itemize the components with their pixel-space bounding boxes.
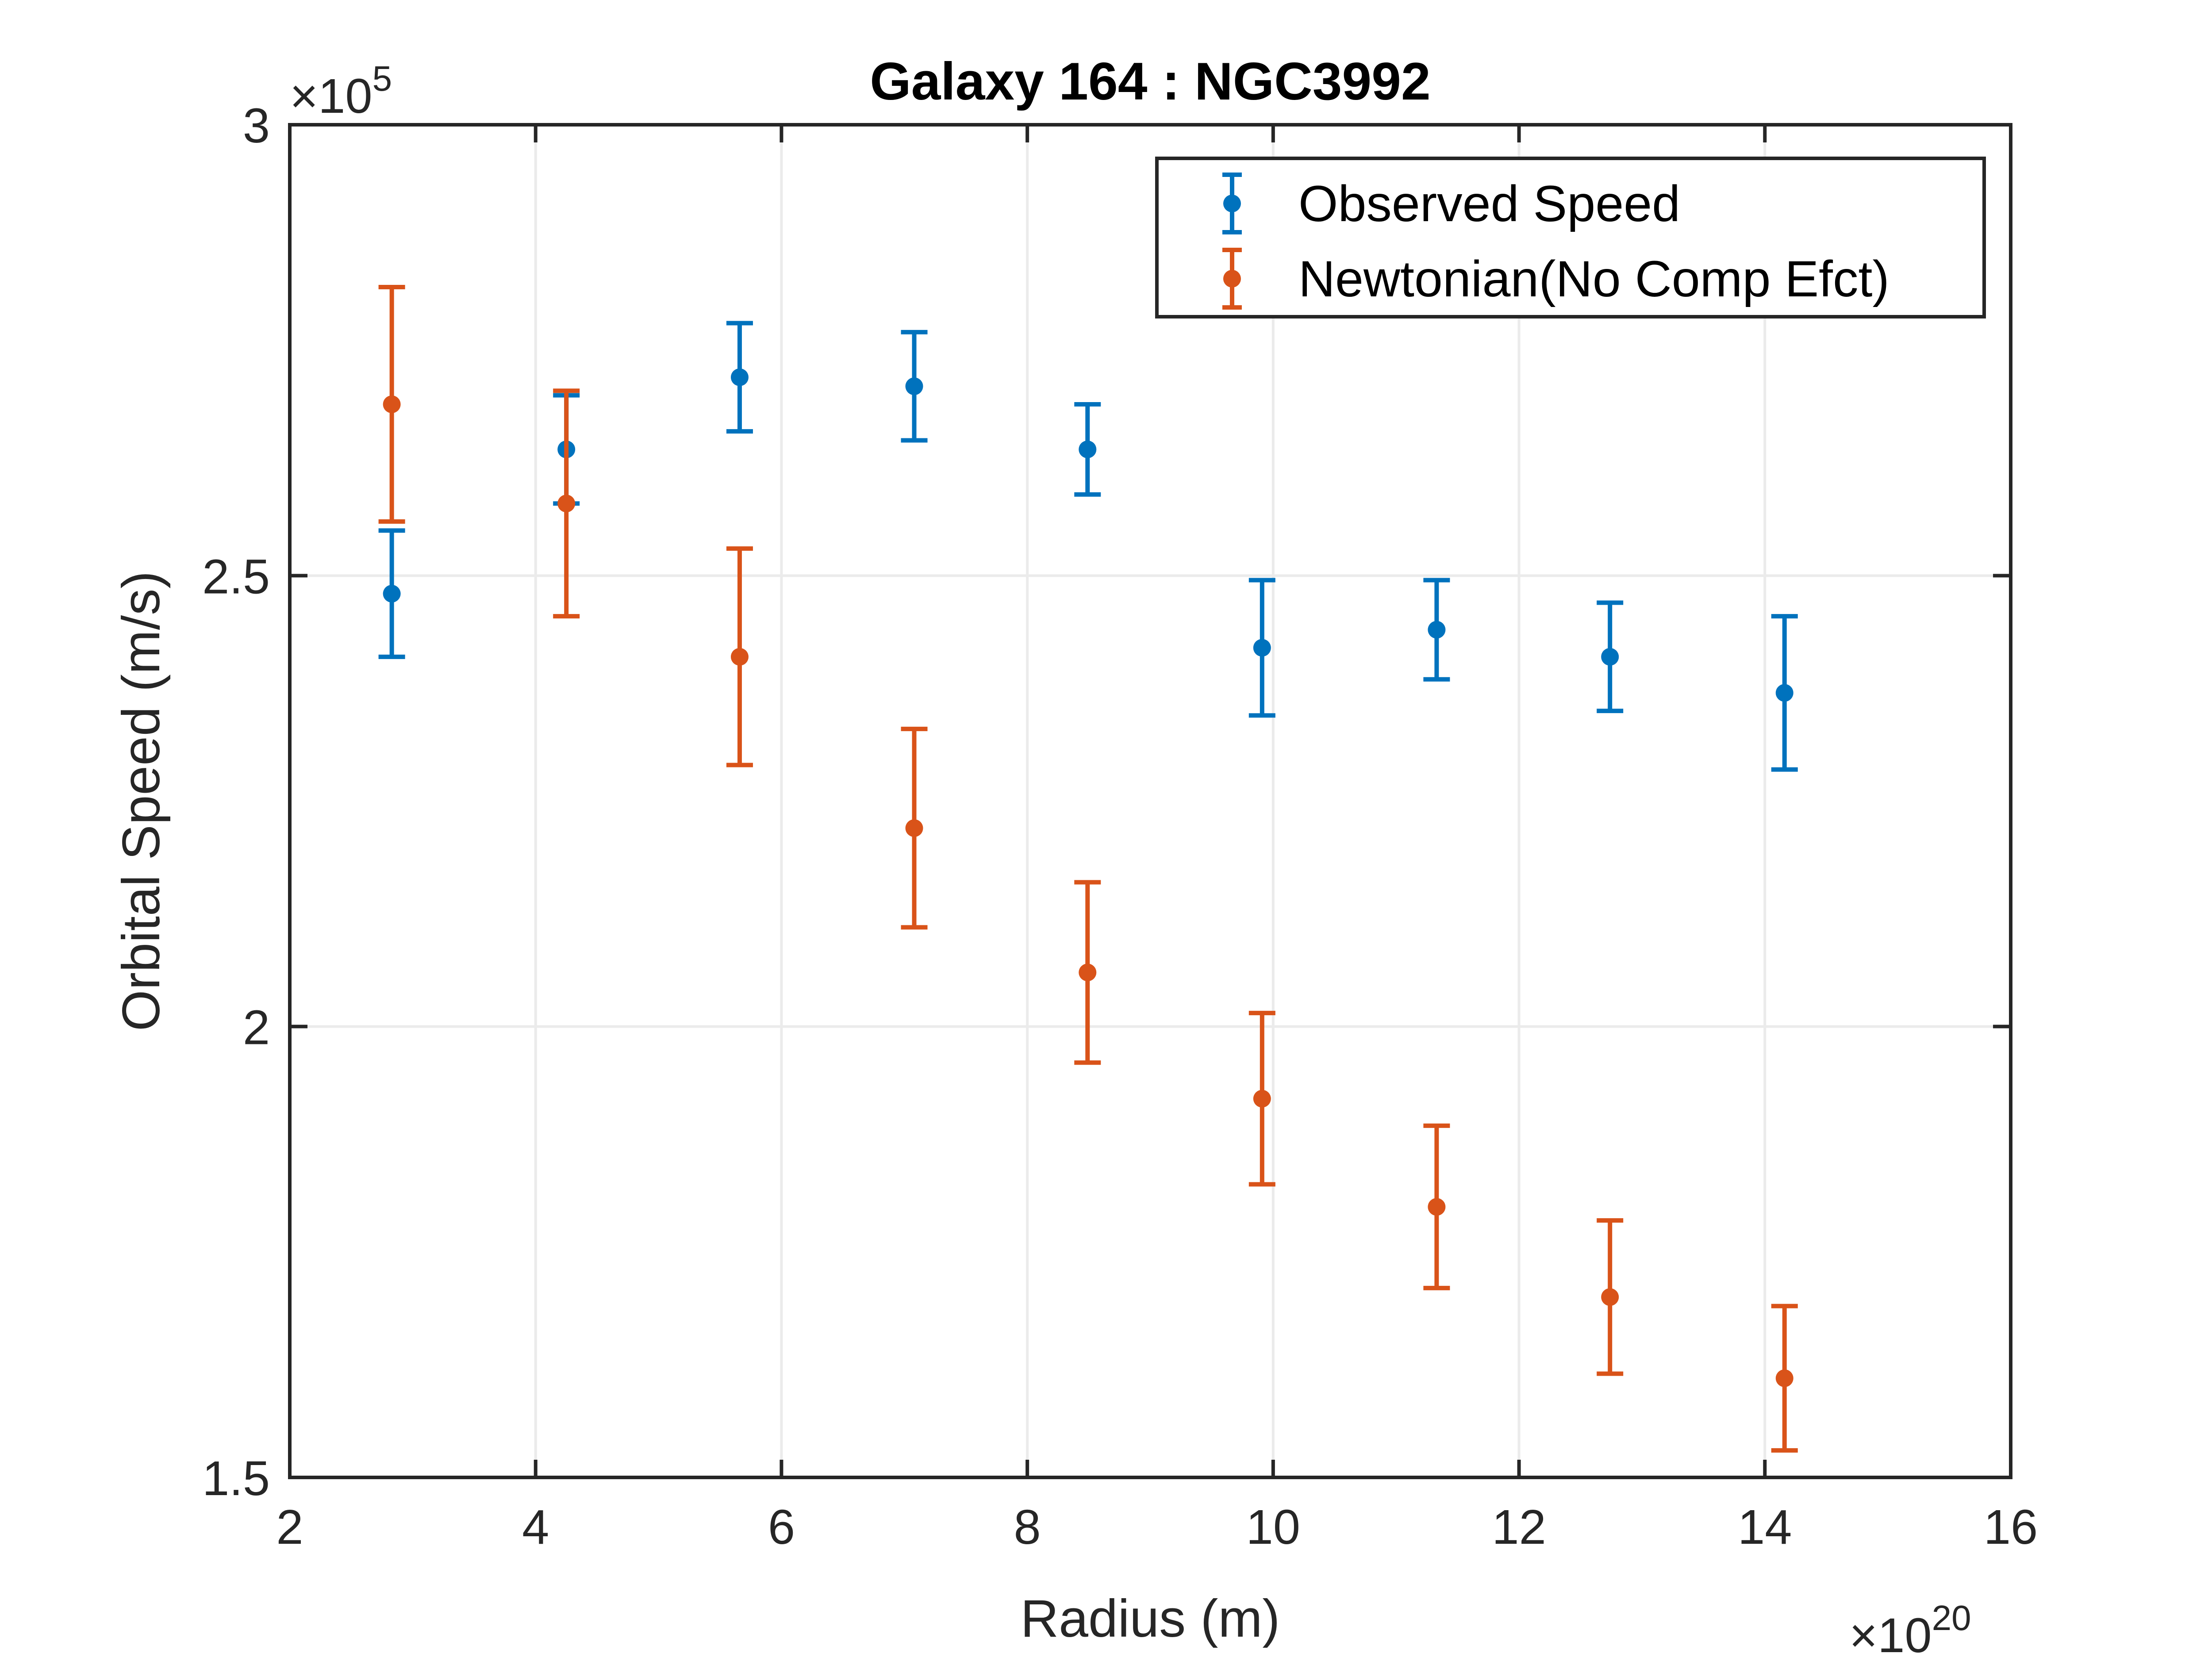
legend-label: Newtonian(No Comp Efct) <box>1298 251 1889 307</box>
data-point <box>730 368 749 386</box>
x-tick-label: 16 <box>1984 1500 2038 1554</box>
y-tick-label: 2 <box>243 1001 270 1055</box>
data-point <box>1079 440 1097 458</box>
x-tick-label: 2 <box>276 1500 303 1554</box>
plot-frame <box>288 123 2012 1479</box>
x-multiplier-exponent: 20 <box>1932 1598 1971 1638</box>
legend-entry-2: Newtonian(No Comp Efct) <box>1222 248 1889 310</box>
data-point <box>1601 648 1619 666</box>
series-2 <box>378 284 1798 1453</box>
x-tick-label: 6 <box>768 1500 795 1554</box>
legend-swatch-marker <box>1223 195 1241 212</box>
data-point <box>1253 1089 1271 1108</box>
data-point <box>1775 1369 1793 1387</box>
y-multiplier-exponent: 5 <box>373 59 392 98</box>
tick-labels: 2 4 6 8 10 12 14 161.522.53 <box>202 99 2038 1554</box>
legend-swatch-marker <box>1223 270 1241 288</box>
svg-text:×105: ×105 <box>290 59 392 123</box>
x-axis-multiplier: ×1020 <box>1849 1598 1971 1661</box>
x-tick-label: 10 <box>1246 1500 1300 1554</box>
y-multiplier-base: ×10 <box>290 69 373 123</box>
data-point <box>1601 1288 1619 1306</box>
data-point <box>1253 639 1271 657</box>
y-axis-multiplier: ×105 <box>290 59 392 123</box>
legend-entry-1: Observed Speed <box>1222 173 1680 234</box>
legend-label: Observed Speed <box>1298 176 1680 232</box>
y-axis-label: Orbital Speed (m/s) <box>111 571 171 1031</box>
chart-title: Galaxy 164 : NGC3992 <box>870 52 1430 111</box>
data-point <box>1428 621 1446 639</box>
x-tick-label: 12 <box>1492 1500 1546 1554</box>
data-point <box>730 648 749 666</box>
data-point <box>383 585 401 603</box>
y-tick-label: 3 <box>243 99 270 153</box>
legend: Observed Speed Newtonian(No Comp Efct) <box>1155 157 1986 318</box>
data-point <box>905 819 923 837</box>
data-point <box>1775 684 1793 702</box>
legend-box <box>1155 157 1986 318</box>
data-point <box>557 495 576 513</box>
data-point <box>1428 1198 1446 1216</box>
data-series <box>378 284 1798 1453</box>
x-tick-label: 4 <box>522 1500 549 1554</box>
x-tick-label: 8 <box>1014 1500 1041 1554</box>
x-tick-label: 14 <box>1738 1500 1792 1554</box>
series-1 <box>378 321 1798 772</box>
data-point <box>905 377 923 395</box>
plot-area <box>290 125 2011 1477</box>
y-tick-label: 2.5 <box>202 549 270 604</box>
x-axis-label: Radius (m) <box>1021 1589 1280 1648</box>
svg-text:×1020: ×1020 <box>1849 1598 1971 1659</box>
x-multiplier-base: ×10 <box>1849 1608 1932 1659</box>
data-point <box>383 395 401 413</box>
y-tick-label: 1.5 <box>202 1451 270 1506</box>
data-point <box>1079 963 1097 982</box>
